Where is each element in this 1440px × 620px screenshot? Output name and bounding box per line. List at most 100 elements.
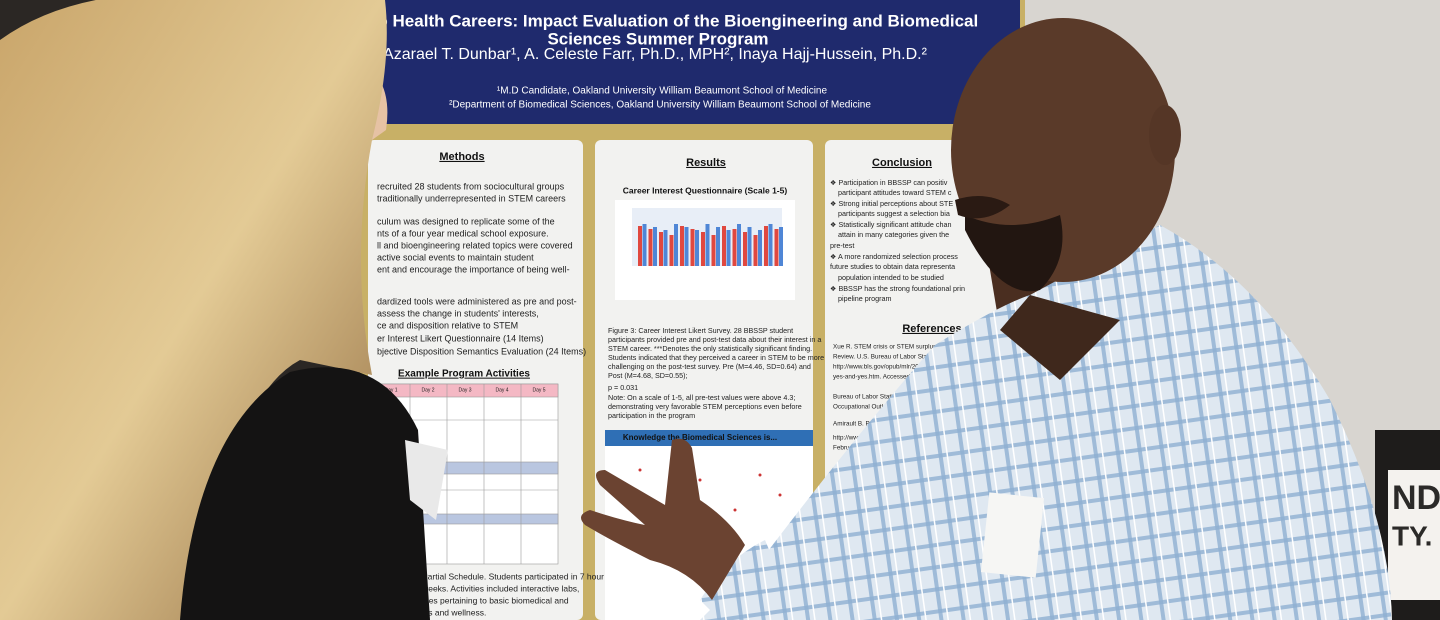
image-dot [778, 493, 782, 497]
results-caption: demonstrating very favorable STEM percep… [608, 402, 802, 411]
image-bar [663, 230, 668, 266]
conclusion-line: pre-test [830, 241, 854, 250]
reference-line: Review. U.S. Bureau of Labor Statistics.… [833, 354, 983, 361]
knowledge-chart-header [605, 430, 813, 446]
knowledge-title: Knowledge the Biomedical Sciences is... [623, 433, 777, 442]
paper [405, 440, 448, 520]
results-caption: p = 0.031 [608, 383, 638, 392]
image-bar [779, 227, 783, 266]
activities-caption: ences pertaining to basic biomedical and [415, 595, 569, 605]
section-heading: Results [686, 157, 726, 169]
poster-title: to Health Careers: Impact Evaluation of … [372, 11, 978, 30]
image-bar [674, 224, 678, 266]
conclusion-line: ❖ Statistically significant attitude cha… [830, 220, 952, 229]
image-bar [737, 224, 741, 266]
section-heading: References [902, 323, 961, 335]
activities-caption: 2 weeks. Activities included interactive… [415, 583, 579, 593]
conclusion-line: pipeline program [838, 294, 892, 303]
image-bar [711, 235, 716, 266]
results-caption: participation in the program [608, 411, 695, 420]
image-bar [638, 226, 642, 266]
image-bar [684, 227, 689, 266]
woman-top [180, 367, 430, 620]
image-bar [716, 227, 720, 266]
man-shirt [700, 225, 1392, 620]
image-bar [753, 235, 758, 266]
image-bar [722, 226, 726, 266]
section-heading: Example Program Activities [398, 369, 530, 380]
image-bar [774, 229, 779, 266]
name-badge [980, 492, 1045, 578]
results-caption: Post (M=4.68, SD=0.55); [608, 371, 688, 380]
image-bar [705, 224, 710, 266]
reference-line: http://www.bls.gov/opub/mlr/2015/article… [833, 364, 972, 371]
image-bar [758, 230, 762, 266]
methods-line: bjective Disposition Semantics Evaluatio… [377, 346, 586, 356]
conclusion-line: ❖ BBSSP has the strong foundational prin [830, 284, 965, 293]
man-head [951, 18, 1175, 282]
conclusion-line: future studies to obtain data representa [830, 262, 955, 271]
man-sleeve [700, 540, 790, 620]
chart-title: Career Interest Questionnaire (Scale 1-5… [623, 185, 788, 195]
image-bar [747, 227, 752, 266]
image-bar [690, 229, 695, 266]
conclusion-line: population intended to be studied [838, 273, 944, 282]
image-bar [642, 224, 647, 266]
image-dot [638, 468, 642, 472]
image-bar [701, 232, 705, 266]
results-caption: participants provided pre and post-test … [608, 335, 821, 344]
methods-line: traditionally underrepresented in STEM c… [377, 193, 566, 203]
methods-line: culum was designed to replicate some of … [377, 216, 555, 226]
poster-chart-image [615, 200, 795, 300]
image-bar [653, 227, 657, 266]
man-beard [965, 215, 1063, 292]
affiliation: ¹M.D Candidate, Oakland University Willi… [497, 86, 828, 97]
poster-header [365, 0, 1020, 124]
image-dot [733, 508, 737, 512]
poster-authors: Azarael T. Dunbar¹, A. Celeste Farr, Ph.… [383, 46, 928, 63]
methods-line: ll and bioengineering related topics wer… [377, 240, 573, 250]
section-heading: Methods [439, 151, 484, 163]
image-bar [648, 229, 653, 266]
reference-line: yes-and-yes.htm. Accessed March 21, 2016… [833, 374, 958, 381]
activities-caption: Partial Schedule. Students participated … [422, 571, 604, 581]
affiliation: ²Department of Biomedical Sciences, Oakl… [449, 100, 871, 111]
image-bar [726, 230, 731, 266]
conclusion-line: participants suggest a selection bia [838, 209, 950, 218]
image-bar [669, 235, 674, 266]
conclusion-line: attain in many categories given the [838, 230, 949, 239]
methods-line: dardized tools were administered as pre … [377, 296, 577, 306]
table-day: Day 1 [384, 387, 397, 393]
methods-line: nts of a four year medical school exposu… [377, 228, 549, 238]
methods-line: ent and encourage the importance of bein… [377, 264, 570, 274]
results-caption: challenging on the post-test survey. Pre… [608, 362, 811, 371]
results-caption: Figure 3: Career Interest Likert Survey.… [608, 326, 793, 335]
image-bar [659, 232, 663, 266]
results-caption: Note: On a scale of 1-5, all pre-test va… [608, 393, 795, 402]
conclusion-line: ❖ Participation in BBSSP can positiv [830, 178, 948, 187]
poster-title: Sciences Summer Program [547, 29, 768, 48]
man-hand [581, 438, 745, 600]
conclusion-line: ❖ Strong initial perceptions about STE [830, 199, 953, 208]
activities-caption: iples and wellness. [415, 607, 486, 617]
man-collar-gap [1000, 295, 1120, 380]
image-bar [680, 226, 684, 266]
methods-line: er Interest Likert Questionnaire (14 Ite… [377, 333, 544, 343]
image-dot [758, 473, 762, 477]
image-dot [698, 478, 702, 482]
methods-line: assess the change in students' interests… [377, 308, 539, 318]
man-ear [1149, 105, 1181, 165]
man-mouth [955, 196, 1010, 219]
conclusion-line: ❖ A more randomized selection process [830, 252, 958, 261]
reference-line: Xue R. STEM crisis or STEM surplus? Yes … [833, 344, 993, 351]
sign-text: TY. [1392, 520, 1432, 551]
results-caption: Students indicated that they perceived a… [608, 353, 824, 362]
methods-line: ce and disposition relative to STEM [377, 320, 518, 330]
sign [1388, 470, 1440, 600]
results-caption: STEM career. ***Denotes the only statist… [608, 344, 812, 353]
image-bar [764, 226, 768, 266]
image-bar [695, 230, 699, 266]
methods-line: recruited 28 students from sociocultural… [377, 181, 565, 191]
table-day: Day 4 [495, 387, 508, 393]
